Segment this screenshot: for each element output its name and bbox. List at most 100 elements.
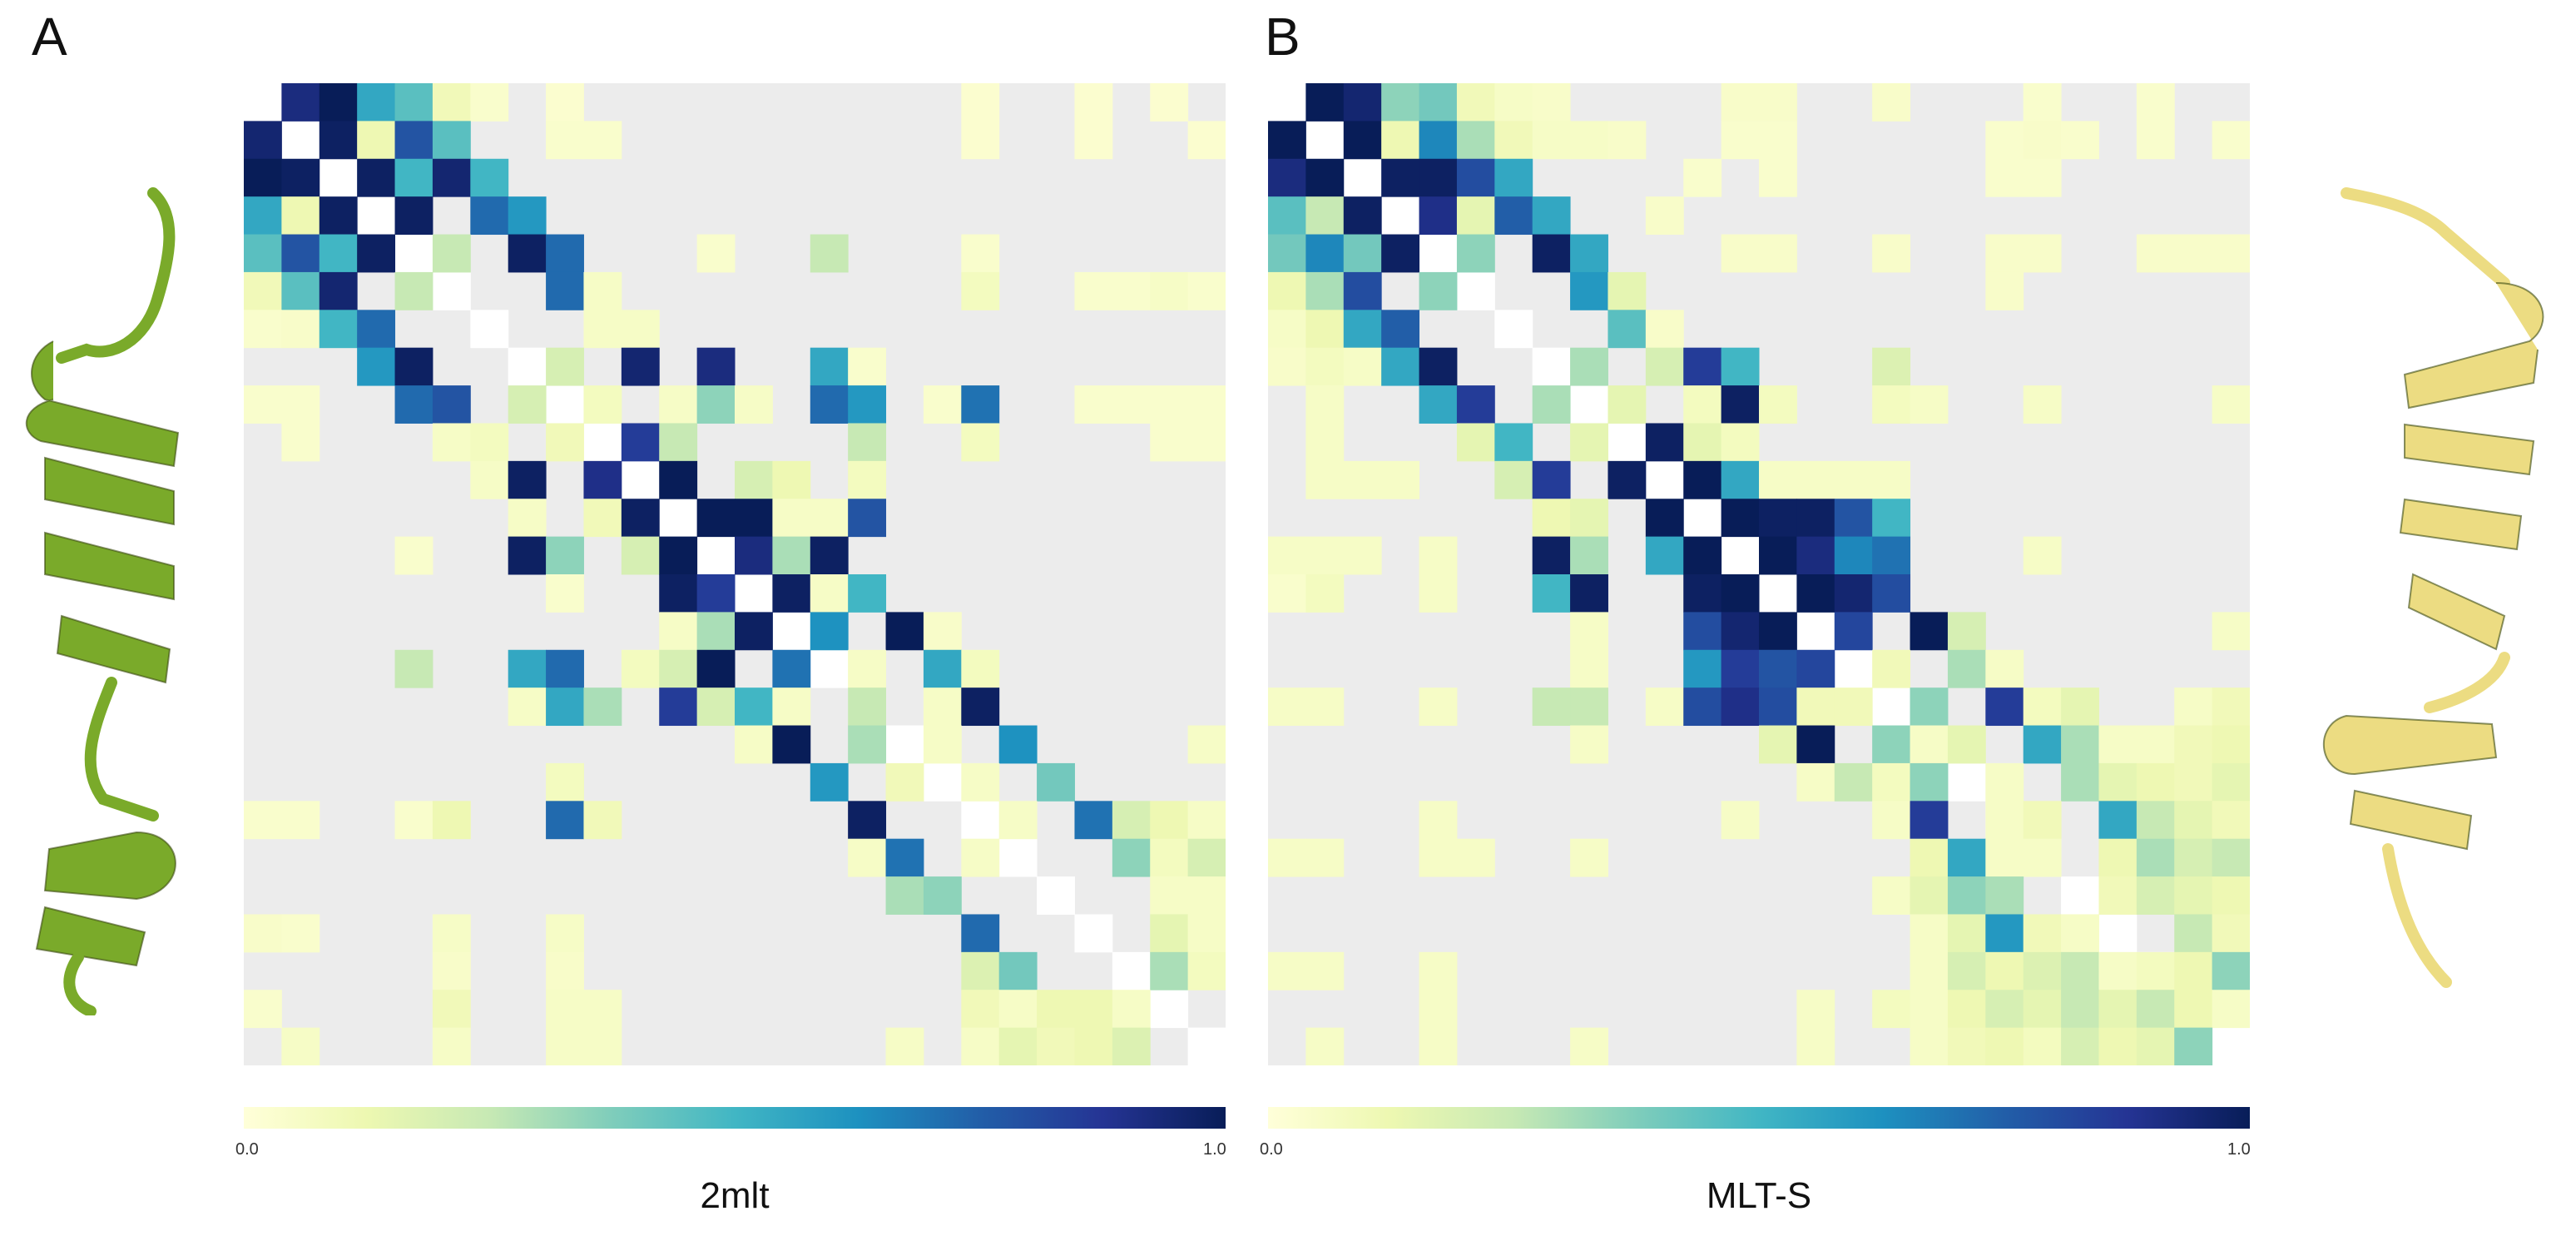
heatmap-cell: [2136, 725, 2175, 764]
heatmap-cell: [2212, 688, 2250, 727]
heatmap-cell: [1187, 801, 1226, 840]
heatmap-cell: [961, 1027, 1000, 1065]
heatmap-cell: [432, 951, 471, 990]
heatmap-cell: [1268, 158, 1306, 197]
heatmap-cell: [1759, 460, 1797, 499]
heatmap-cell: [319, 271, 358, 310]
heatmap-cell: [1985, 876, 2024, 915]
heatmap-cell: [1759, 83, 1797, 122]
heatmap-diagonal-cell: [810, 649, 849, 688]
heatmap-cell: [810, 385, 849, 424]
heatmap-cell: [961, 838, 1000, 877]
heatmap-cell: [1150, 838, 1189, 877]
heatmap-cell: [1570, 271, 1608, 310]
heatmap-cell: [1608, 385, 1647, 424]
heatmap-diagonal-cell: [1419, 234, 1458, 273]
heatmap-cell: [1910, 801, 1949, 840]
heatmap-diagonal-cell: [583, 423, 622, 462]
heatmap-cell: [1494, 121, 1533, 160]
heatmap-cell: [1570, 612, 1608, 651]
heatmap-cell: [885, 762, 924, 802]
heatmap-cell: [735, 725, 773, 764]
heatmap-cell: [1834, 688, 1873, 727]
heatmap-cell: [885, 612, 924, 651]
heatmap-cell: [2212, 876, 2250, 915]
heatmap-cell: [998, 801, 1038, 840]
heatmap-cell: [2023, 951, 2062, 990]
heatmap-cell: [546, 234, 584, 273]
heatmap-cell: [1985, 649, 2024, 688]
heatmap-cell: [772, 499, 811, 538]
heatmap-diagonal-cell: [1683, 499, 1722, 538]
heatmap-cell: [2023, 838, 2062, 877]
heatmap-cell: [2061, 121, 2099, 160]
heatmap-cell: [1759, 688, 1797, 727]
heatmap-cell: [1112, 271, 1151, 310]
heatmap-cell: [848, 347, 887, 386]
heatmap-cell: [1456, 385, 1495, 424]
heatmap-cell: [810, 536, 849, 575]
heatmap-cell: [244, 196, 282, 236]
heatmap-diagonal-cell: [2212, 1027, 2250, 1065]
heatmap-cell: [1872, 801, 1911, 840]
heatmap-cell: [432, 990, 471, 1029]
heatmap-cell: [735, 460, 773, 499]
heatmap-cell: [961, 688, 1000, 727]
heatmap-cell: [1343, 271, 1382, 310]
heatmap-cell: [1985, 1027, 2024, 1065]
heatmap-cell: [1985, 914, 2024, 953]
heatmap-cell: [810, 612, 849, 651]
heatmap-cell: [772, 649, 811, 688]
heatmap-cell: [621, 536, 660, 575]
heatmap-cell: [281, 423, 320, 462]
heatmap-cell: [1305, 460, 1345, 499]
heatmap-cell: [621, 423, 660, 462]
heatmap-cell: [735, 385, 773, 424]
heatmap-diagonal-cell: [432, 271, 471, 310]
heatmap-cell: [281, 158, 320, 197]
heatmap-cell: [1872, 876, 1911, 915]
heatmap-cell: [1947, 876, 1986, 915]
heatmap-cell: [432, 234, 471, 273]
heatmap-cell: [1150, 83, 1189, 122]
heatmap-cell: [2174, 725, 2213, 764]
heatmap-cell: [848, 838, 887, 877]
heatmap-cell: [848, 649, 887, 688]
heatmap-cell: [1305, 1027, 1345, 1065]
heatmap-cell: [281, 196, 320, 236]
heatmap-diagonal-cell: [885, 725, 924, 764]
heatmap-cell: [1947, 951, 1986, 990]
heatmap-diagonal-cell: [281, 121, 320, 160]
heatmap-diagonal-cell: [1305, 121, 1345, 160]
heatmap-cell: [583, 121, 622, 160]
heatmap-cell: [1796, 499, 1835, 538]
heatmap-cell: [2061, 990, 2099, 1029]
heatmap-cell: [2212, 990, 2250, 1029]
heatmap-cell: [2174, 234, 2213, 273]
heatmap-cell: [1381, 310, 1420, 349]
heatmap-cell: [961, 990, 1000, 1029]
heatmap-diagonal-cell: [735, 574, 773, 613]
heatmap-diagonal-cell: [1037, 876, 1075, 915]
heatmap-cell: [1910, 1027, 1949, 1065]
heatmap-cell: [1834, 460, 1873, 499]
heatmap-cell: [2023, 83, 2062, 122]
heatmap-cell: [1268, 196, 1306, 236]
heatmap-cell: [1150, 951, 1189, 990]
heatmap-cell: [546, 801, 584, 840]
heatmap-diagonal-cell: [1532, 347, 1571, 386]
heatmap-cell: [583, 310, 622, 349]
heatmap-cell: [1343, 196, 1382, 236]
heatmap-diagonal-cell: [1796, 612, 1835, 651]
heatmap-cell: [2136, 990, 2175, 1029]
heatmap-cell: [1759, 536, 1797, 575]
heatmap-cell: [1112, 801, 1151, 840]
heatmap-cell: [2212, 914, 2250, 953]
heatmap-cell: [1305, 271, 1345, 310]
heatmap-cell: [1419, 838, 1458, 877]
heatmap-diagonal-cell: [998, 838, 1038, 877]
heatmap-2mlt: [244, 83, 1226, 1065]
heatmap-cell: [546, 990, 584, 1029]
heatmap-cell: [1112, 990, 1151, 1029]
heatmap-cell: [810, 499, 849, 538]
